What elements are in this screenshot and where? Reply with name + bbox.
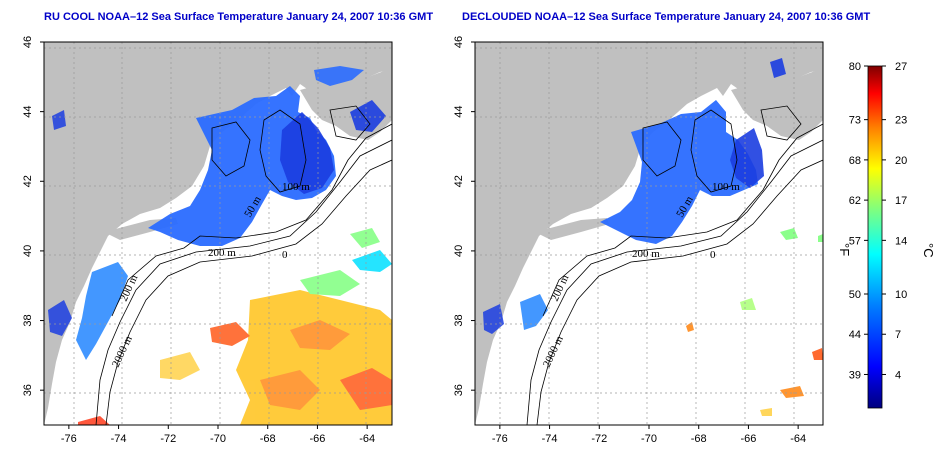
isobath-label-200m: 200 m <box>632 248 660 260</box>
x-tick-label: -66 <box>740 433 756 445</box>
x-tick-label: -70 <box>210 433 226 445</box>
colorbar-label-c: 17 <box>895 195 907 207</box>
y-tick-label: 42 <box>22 175 34 187</box>
y-tick-label: 40 <box>453 245 465 257</box>
land-mass <box>44 42 392 425</box>
x-tick-label: -64 <box>359 433 375 445</box>
unit-fahrenheit: °F <box>837 243 852 256</box>
x-tick-label: -76 <box>61 433 77 445</box>
right-panel-title: DECLOUDED NOAA–12 Sea Surface Temperatur… <box>462 11 871 23</box>
x-tick-label: -74 <box>542 433 558 445</box>
right-axes: -76 -74 -72 -70 -68 -66 -64 36 38 40 42 44 46 <box>453 36 806 445</box>
y-tick-label: 46 <box>22 36 34 48</box>
colorbar-label-f: 44 <box>849 329 861 341</box>
x-tick-label: -76 <box>492 433 508 445</box>
x-tick-label: -68 <box>691 433 707 445</box>
colorbar-label-c: 10 <box>895 289 907 301</box>
y-tick-label: 36 <box>22 384 34 396</box>
isobath-label-200m: 200 m <box>208 247 236 259</box>
x-tick-label: -72 <box>591 433 607 445</box>
left-axes: -76 -74 -72 -70 -68 -66 -64 36 38 40 42 44 46 <box>22 36 375 445</box>
y-tick-label: 44 <box>453 106 465 118</box>
y-tick-label: 44 <box>22 106 34 118</box>
colorbar-label-f: 62 <box>849 195 861 207</box>
left-isobaths <box>95 105 392 425</box>
colorbar-label-f: 80 <box>849 61 861 73</box>
colorbar-label-f: 57 <box>849 235 861 247</box>
x-tick-label: -64 <box>790 433 806 445</box>
colorbar-label-c: 27 <box>895 61 907 73</box>
left-map-panel: 200 m 100 m 50 m 2000 m 200 m 0 <box>44 42 392 425</box>
y-tick-label: 40 <box>22 245 34 257</box>
isobath-label-100m: 100 m <box>282 181 310 193</box>
isobath-label-0: 0 <box>282 249 288 261</box>
colorbar-label-f: 39 <box>849 369 861 381</box>
colorbar-gradient <box>867 65 883 409</box>
y-tick-label: 38 <box>453 314 465 326</box>
x-tick-label: -68 <box>260 433 276 445</box>
right-map-panel: 200 m 100 m 50 m 2000 m 200 m 0 <box>475 42 823 425</box>
sst-coastal-cold <box>600 100 758 244</box>
colorbar-label-f: 73 <box>849 115 861 127</box>
x-tick-label: -66 <box>309 433 325 445</box>
colorbar-label-c: 23 <box>895 115 907 127</box>
y-tick-label: 46 <box>453 36 465 48</box>
colorbar-label-c: 7 <box>895 329 901 341</box>
left-panel-title: RU COOL NOAA–12 Sea Surface Temperature … <box>44 11 434 23</box>
x-tick-label: -70 <box>641 433 657 445</box>
colorbar: 80 27 73 23 68 20 62 17 57 14 50 10 44 7 39 4 °F °C <box>837 61 936 409</box>
y-tick-label: 36 <box>453 384 465 396</box>
x-tick-label: -74 <box>111 433 127 445</box>
isobath-label-100m: 100 m <box>712 181 740 193</box>
unit-celsius: °C <box>921 243 936 258</box>
sst-warm-patches <box>78 228 392 425</box>
sst-warm-patches <box>686 228 823 416</box>
right-isobaths <box>526 105 823 425</box>
isobath-label-0: 0 <box>710 249 716 261</box>
y-tick-label: 42 <box>453 175 465 187</box>
colorbar-label-f: 50 <box>849 289 861 301</box>
colorbar-label-c: 20 <box>895 155 907 167</box>
colorbar-ticks: 80 27 73 23 68 20 62 17 57 14 50 10 44 7 39 4 <box>849 61 908 381</box>
y-tick-label: 38 <box>22 314 34 326</box>
colorbar-label-f: 68 <box>849 155 861 167</box>
colorbar-label-c: 14 <box>895 235 907 247</box>
x-tick-label: -72 <box>160 433 176 445</box>
colorbar-label-c: 4 <box>895 369 901 381</box>
